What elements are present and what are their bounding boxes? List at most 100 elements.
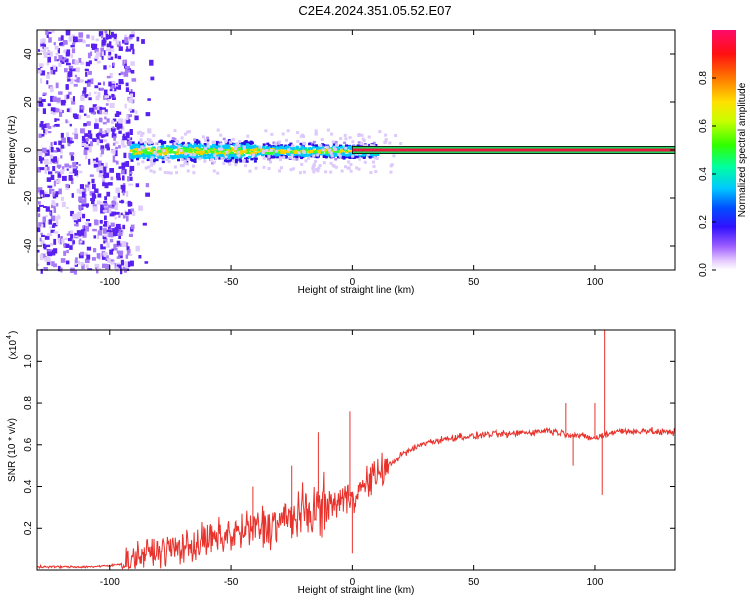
band-halo-cell (304, 159, 308, 163)
band-cell (140, 147, 143, 150)
band-cell (172, 156, 175, 160)
noise-cell (127, 200, 131, 207)
noise-cell (99, 220, 103, 224)
band-cell (171, 137, 175, 140)
noise-cell (49, 161, 53, 165)
noise-cell (46, 80, 49, 85)
band-cell (335, 152, 339, 156)
band-cell (356, 144, 360, 147)
noise-cell (92, 204, 97, 209)
noise-cell (60, 132, 64, 138)
y-tick-label: 0.8 (23, 396, 34, 410)
band-cell (299, 147, 303, 151)
band-cell (312, 146, 316, 149)
noise-cell (38, 213, 41, 218)
band-halo-cell (262, 149, 266, 153)
band-halo-cell (347, 166, 351, 170)
band-cell (207, 153, 211, 157)
noise-cell (69, 165, 72, 169)
band-cell (202, 153, 206, 157)
noise-cell (124, 262, 128, 267)
band-cell (138, 152, 142, 156)
noise-cell (128, 97, 133, 103)
noise-cell (117, 191, 120, 198)
spectrogram-panel: -100 -50 0 50 100 -40 -20 0 20 40 Height of stra… (7, 29, 676, 296)
noise-cell (87, 52, 91, 59)
noise-cell (122, 39, 125, 44)
noise-cell (65, 84, 69, 90)
band-halo-cell (311, 164, 315, 168)
band-halo-cell (351, 154, 355, 158)
band-halo-cell (237, 154, 241, 157)
band-cell (348, 145, 352, 149)
noise-cell (131, 99, 135, 104)
noise-cell (86, 141, 89, 145)
noise-cell (64, 59, 68, 63)
noise-cell (71, 34, 75, 38)
band-halo-cell (314, 129, 318, 133)
noise-cell (129, 34, 135, 38)
noise-cell (79, 190, 84, 195)
band-halo-cell (225, 150, 229, 154)
band-cell (141, 151, 145, 155)
noise-cell (78, 170, 83, 174)
band-halo-cell (176, 139, 180, 143)
y-tick-label: 40 (23, 48, 34, 60)
band-halo-cell (339, 137, 343, 141)
band-cell (279, 146, 283, 149)
noise-cell (79, 240, 83, 243)
band-halo-cell (316, 153, 320, 157)
noise-cell (42, 222, 46, 228)
band-halo-cell (299, 134, 303, 138)
noise-cell (96, 253, 101, 259)
noise-cell (114, 113, 120, 117)
noise-cell (72, 132, 76, 135)
noise-cell (81, 240, 85, 245)
band-halo-cell (162, 149, 166, 153)
band-halo-cell (267, 167, 271, 170)
band-cell (269, 156, 273, 159)
band-halo-cell (374, 170, 378, 174)
noise-cell (39, 167, 45, 171)
noise-cell (81, 135, 86, 142)
band-halo-cell (322, 161, 326, 165)
noise-cell (70, 154, 73, 158)
noise-cell (111, 31, 114, 38)
band-cell (301, 155, 305, 158)
noise-cell (124, 103, 127, 109)
x-tick-label: 0 (350, 277, 356, 288)
band-cell (198, 143, 202, 146)
band-cell (146, 147, 150, 150)
band-halo-cell (237, 144, 241, 148)
noise-cell (145, 192, 150, 197)
band-cell (339, 146, 343, 149)
band-halo-cell (319, 144, 323, 148)
band-cell (225, 160, 229, 163)
noise-cell (105, 264, 110, 270)
band-cell (248, 146, 252, 149)
noise-cell (84, 80, 88, 84)
band-cell (177, 158, 180, 162)
noise-cell (54, 150, 59, 153)
band-cell (322, 153, 326, 157)
noise-cell (72, 59, 76, 65)
band-halo-cell (198, 157, 202, 161)
noise-cell (81, 142, 87, 147)
band-halo-cell (248, 169, 252, 173)
band-cell (293, 155, 296, 158)
noise-cell (114, 141, 119, 144)
noise-cell (90, 198, 95, 202)
band-cell (304, 149, 308, 152)
noise-cell (87, 79, 92, 84)
noise-cell (102, 210, 108, 213)
band-cell (224, 148, 228, 152)
noise-cell (48, 31, 52, 34)
noise-cell (66, 120, 70, 124)
noise-cell (86, 114, 90, 118)
noise-cell (97, 230, 103, 236)
noise-cell (55, 191, 59, 195)
noise-cell (72, 96, 75, 102)
band-cell (218, 157, 222, 160)
noise-cell (88, 146, 92, 153)
noise-cell (40, 157, 43, 164)
